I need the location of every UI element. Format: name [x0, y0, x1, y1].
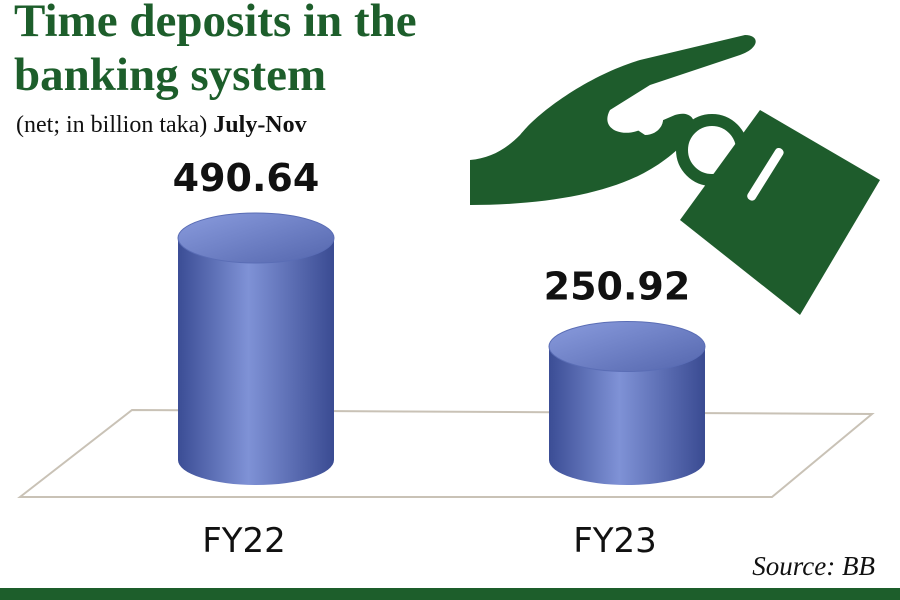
- period: July-Nov: [213, 112, 307, 138]
- cylinder-body: [549, 346, 705, 485]
- x-tick-label: FY22: [202, 521, 286, 561]
- cylinder-top: [548, 320, 706, 372]
- subtitle: (net; in billion taka) July-Nov: [16, 112, 307, 139]
- subtitle-text: (net; in billion taka): [16, 112, 208, 138]
- source: Source: BB: [752, 551, 875, 581]
- value-label: 490.64: [173, 156, 320, 200]
- hand-icon: [470, 35, 880, 315]
- x-tick-label: FY23: [573, 521, 657, 561]
- floor: [17, 408, 875, 498]
- cylinder-top: [177, 212, 335, 264]
- footer-bar: [0, 588, 900, 600]
- chart-title: Time deposits in the banking system: [14, 0, 417, 101]
- cylinder-body: [178, 238, 334, 485]
- value-label: 250.92: [544, 264, 691, 308]
